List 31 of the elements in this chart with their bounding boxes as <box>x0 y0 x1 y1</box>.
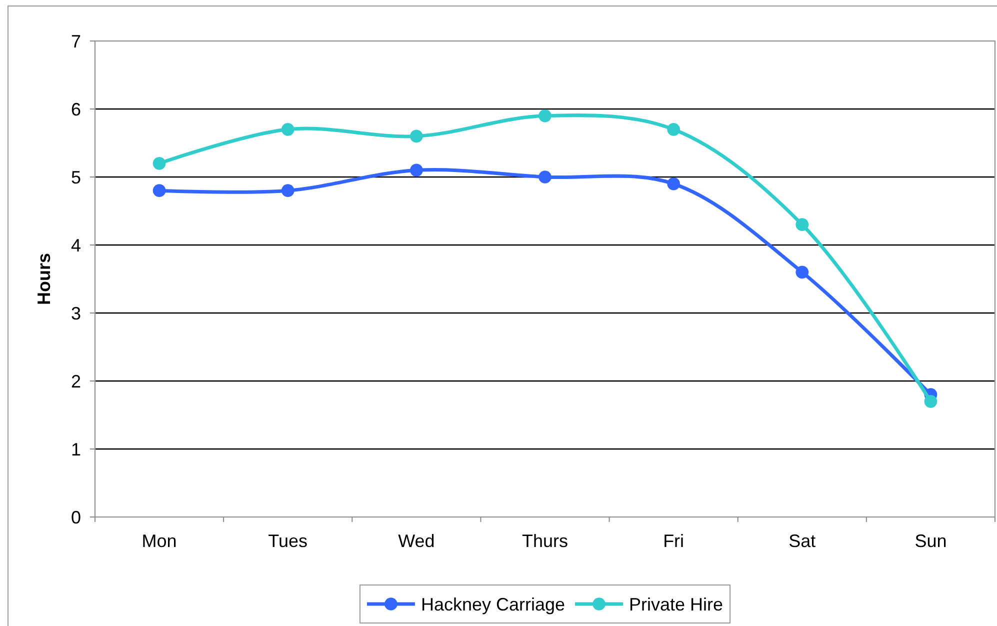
x-tick-label: Sat <box>788 531 816 551</box>
point <box>538 170 552 184</box>
y-tick-label: 3 <box>70 303 81 324</box>
point <box>924 394 938 408</box>
x-tick-label: Mon <box>142 531 177 551</box>
y-tick-label: 1 <box>70 439 81 460</box>
point <box>152 156 166 170</box>
y-tick-label: 4 <box>70 235 81 256</box>
y-tick-label: 6 <box>70 99 81 120</box>
legend-label: Hackney Carriage <box>420 594 566 614</box>
point <box>281 184 294 198</box>
point <box>281 122 294 136</box>
legend-label: Private Hire <box>629 594 724 614</box>
y-tick-label: 5 <box>70 167 81 188</box>
y-tick-label: 7 <box>70 31 81 52</box>
y-axis-title: Hours <box>34 252 54 306</box>
y-tick-label: 0 <box>70 507 81 528</box>
y-tick-label: 2 <box>70 371 81 392</box>
x-tick-label: Tues <box>268 531 308 551</box>
point <box>410 130 423 143</box>
point <box>667 122 680 136</box>
point <box>667 177 680 190</box>
point <box>796 266 809 279</box>
x-tick-label: Fri <box>663 531 684 551</box>
x-tick-label: Wed <box>398 531 435 551</box>
point <box>152 184 166 198</box>
point <box>410 164 423 177</box>
point <box>796 218 809 232</box>
point <box>538 109 552 122</box>
x-tick-label: Sun <box>914 531 947 551</box>
x-tick-label: Thurs <box>522 531 568 551</box>
